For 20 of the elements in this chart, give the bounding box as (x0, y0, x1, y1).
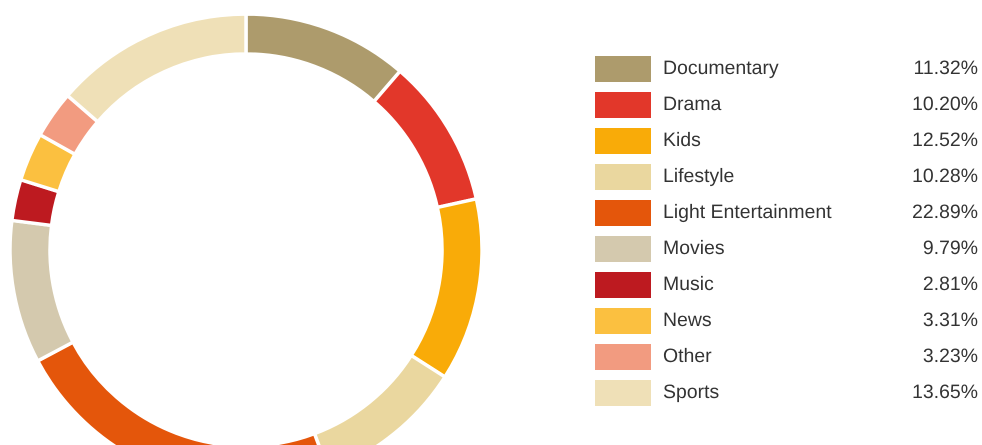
legend-label: Lifestyle (664, 168, 734, 186)
data-label: 3.23% (924, 348, 978, 362)
data-label: 9.79% (924, 240, 978, 254)
legend-label: Documentary (664, 60, 779, 78)
data-label: 10.28% (914, 168, 978, 182)
legend-label: Drama (664, 96, 722, 110)
data-label: 13.65% (914, 384, 978, 398)
legend-label: Kids (664, 132, 700, 146)
data-label: 12.52% (914, 132, 978, 146)
data-label: 3.31% (924, 312, 978, 326)
data-label: 2.81% (924, 276, 978, 290)
data-label: 10.20% (914, 96, 978, 110)
legend-label: News (664, 312, 711, 326)
data-label: 22.89% (913, 204, 978, 218)
legend-label: Music (664, 276, 714, 290)
legend-label: Sports (664, 384, 718, 402)
legend-label: Other (664, 348, 712, 362)
data-label: 11.32% (914, 60, 978, 74)
legend-label: Movies (664, 240, 724, 254)
legend-label: Light Entertainment (664, 204, 832, 222)
